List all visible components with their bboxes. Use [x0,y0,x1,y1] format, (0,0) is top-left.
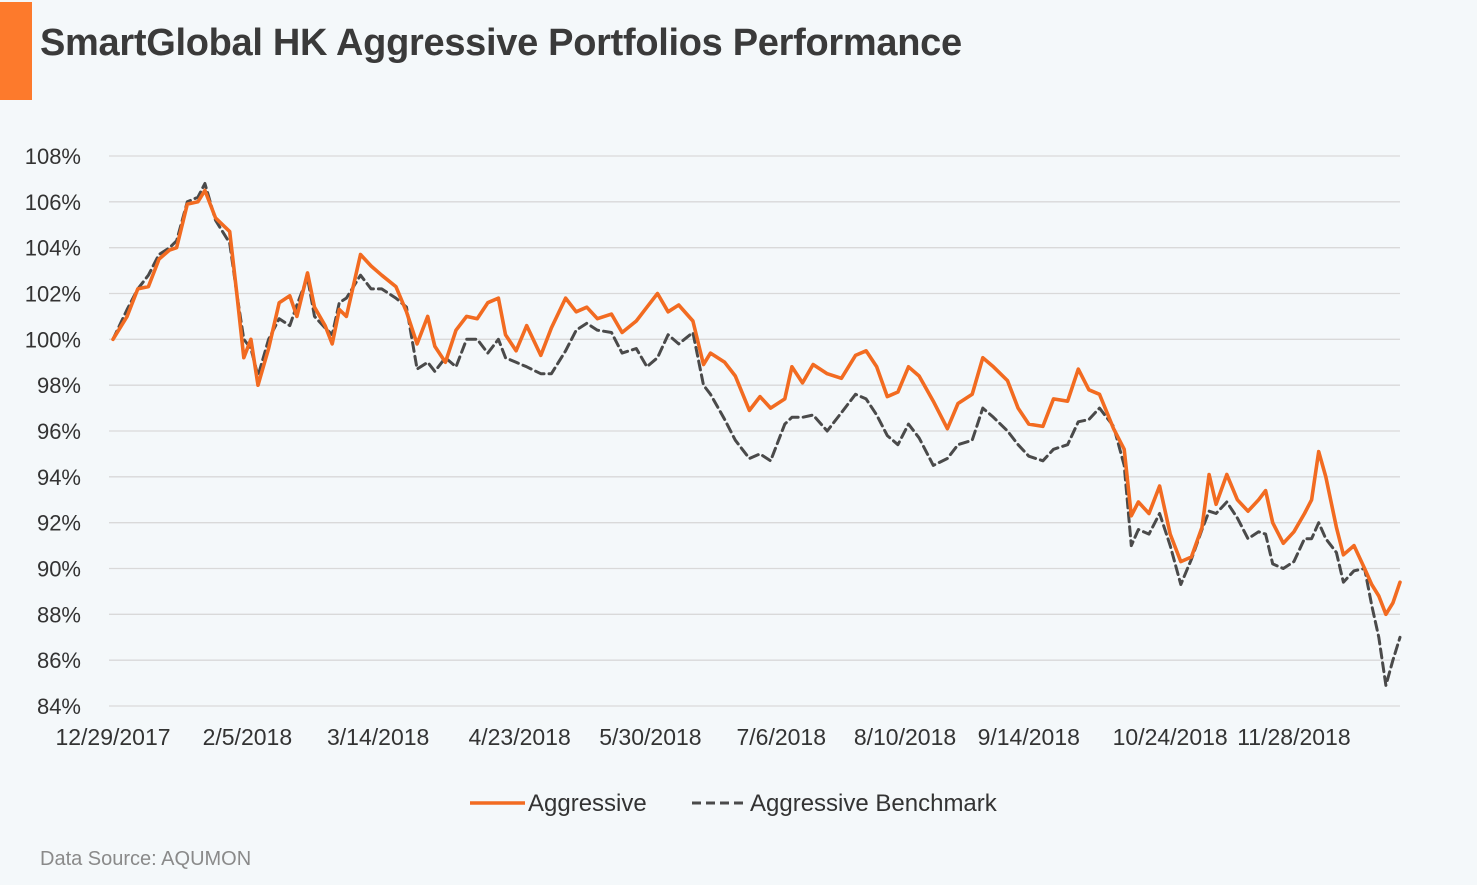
y-tick-label: 104% [25,236,81,261]
title-accent-bar [0,2,32,100]
y-tick-label: 86% [37,648,81,673]
data-source-note: Data Source: AQUMON [40,848,252,870]
y-tick-label: 108% [25,144,81,169]
x-tick-label: 7/6/2018 [736,724,826,750]
y-tick-label: 94% [37,465,81,490]
chart-title: SmartGlobal HK Aggressive Portfolios Per… [40,22,962,64]
y-tick-label: 90% [37,557,81,582]
legend-item-benchmark: Aggressive Benchmark [692,790,998,817]
legend-item-aggressive: Aggressive [470,790,647,817]
series-lines [111,182,1402,687]
y-tick-label: 98% [37,373,81,398]
y-tick-label: 100% [25,327,81,352]
x-axis-ticks: 12/29/2017 2/5/2018 3/14/2018 4/23/2018 5/30… [55,724,1350,750]
y-tick-label: 84% [37,694,81,719]
legend-label: Aggressive [528,790,647,817]
x-tick-label: 3/14/2018 [327,724,429,750]
aggressive-series-line [111,188,1402,617]
x-tick-label: 12/29/2017 [55,724,170,750]
x-tick-label: 8/10/2018 [854,724,956,750]
y-axis-ticks: 84% 86% 88% 90% 92% 94% 96% 98% 100% 102% 104% 106%… [25,144,81,719]
x-tick-label: 9/14/2018 [978,724,1080,750]
y-tick-label: 88% [37,602,81,627]
x-tick-label: 5/30/2018 [599,724,701,750]
benchmark-series-line [111,182,1402,687]
x-tick-label: 4/23/2018 [468,724,570,750]
legend: Aggressive Aggressive Benchmark [470,790,998,817]
y-tick-label: 96% [37,419,81,444]
y-tick-label: 92% [37,511,81,536]
legend-label: Aggressive Benchmark [750,790,998,817]
y-tick-label: 102% [25,282,81,307]
x-tick-label: 2/5/2018 [203,724,293,750]
gridlines [109,155,1400,707]
y-tick-label: 106% [25,190,81,215]
x-tick-label: 11/28/2018 [1237,724,1350,750]
x-tick-label: 10/24/2018 [1113,724,1228,750]
